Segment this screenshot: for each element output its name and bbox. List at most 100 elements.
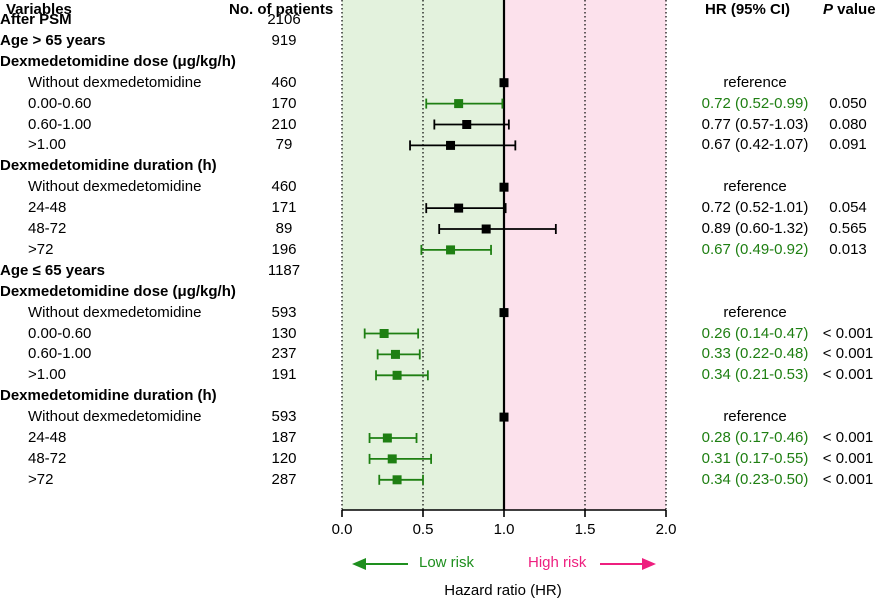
hr-point — [390, 349, 400, 359]
patient-count: 919 — [271, 31, 297, 49]
p-value: < 0.001 — [822, 324, 874, 342]
forest-row: Dexmedetomidine duration (h) — [0, 156, 886, 176]
patient-count: 130 — [271, 324, 297, 342]
patient-count: 196 — [271, 240, 297, 258]
hr-ci-value: 0.28 (0.17-0.46) — [701, 429, 809, 446]
section-label: Dexmedetomidine dose (μg/kg/h) — [0, 282, 236, 300]
group-label: Age > 65 years — [0, 31, 106, 49]
forest-row: Age > 65 years 919 — [0, 31, 886, 51]
p-value: 0.091 — [829, 136, 867, 154]
low-risk-label: Low risk — [419, 554, 475, 571]
patient-count: 191 — [271, 366, 297, 384]
hr-ci-value: 0.31 (0.17-0.55) — [701, 449, 809, 467]
hr-point — [392, 370, 402, 380]
header-hr: HR (95% CI) — [705, 1, 791, 18]
p-value: 0.013 — [829, 240, 867, 258]
p-value: < 0.001 — [822, 470, 874, 488]
hr-point — [382, 433, 392, 443]
forest-row: Dexmedetomidine dose (μg/kg/h) — [0, 282, 886, 302]
patient-count: 170 — [271, 94, 297, 112]
patient-count: 460 — [271, 73, 297, 91]
hr-point — [499, 412, 509, 422]
hr-ci-value: reference — [723, 408, 787, 426]
subgroup-label: 48-72 — [28, 449, 67, 467]
hr-ci-value: 0.72 (0.52-1.01) — [701, 199, 809, 217]
p-value: < 0.001 — [822, 345, 874, 363]
hr-point — [446, 140, 456, 150]
hr-ci-value: 0.67 (0.49-0.92) — [701, 240, 809, 258]
patient-count: 593 — [271, 303, 297, 321]
hr-point — [446, 245, 456, 255]
forest-row: Dexmedetomidine duration (h) — [0, 386, 886, 406]
hr-point — [454, 203, 464, 213]
hr-point — [392, 475, 402, 485]
forest-row: >72 196 0.67 (0.49-0.92) 0.013 — [0, 240, 886, 260]
header-patients: No. of patients — [229, 1, 334, 18]
hr-ci-value: reference — [723, 303, 787, 321]
subgroup-label: 0.60-1.00 — [28, 115, 92, 133]
high-risk-label: High risk — [528, 554, 587, 571]
patient-count: 171 — [271, 199, 297, 217]
hr-point — [462, 120, 472, 129]
p-value: < 0.001 — [822, 449, 874, 467]
header-p-suffix: value — [833, 1, 876, 18]
hr-point — [379, 329, 389, 338]
subgroup-label: 24-48 — [28, 199, 67, 217]
patient-count: 187 — [271, 429, 297, 446]
p-value: 0.080 — [829, 115, 867, 133]
forest-row: 0.00-0.60 170 0.72 (0.52-0.99) 0.050 — [0, 94, 886, 114]
hr-point — [499, 78, 509, 88]
forest-row: Without dexmedetomidine 593 reference — [0, 407, 886, 427]
hr-ci-value: 0.67 (0.42-1.07) — [701, 136, 809, 154]
forest-row: 48-72 89 0.89 (0.60-1.32) 0.565 — [0, 219, 886, 239]
subgroup-label: >1.00 — [28, 136, 66, 154]
hr-ci-value: 0.26 (0.14-0.47) — [701, 324, 809, 342]
forest-row: >1.00 79 0.67 (0.42-1.07) 0.091 — [0, 135, 886, 155]
p-value: 0.565 — [829, 220, 867, 237]
header-p-value: P value — [823, 0, 876, 20]
hr-ci-value: 0.34 (0.21-0.53) — [701, 366, 809, 384]
subgroup-label: Without dexmedetomidine — [28, 408, 202, 426]
forest-row: 24-48 187 0.28 (0.17-0.46) < 0.001 — [0, 428, 886, 448]
forest-row: Without dexmedetomidine 460 reference — [0, 73, 886, 93]
p-value: < 0.001 — [822, 429, 874, 446]
patient-count: 460 — [271, 178, 297, 196]
x-axis-title: Hazard ratio (HR) — [444, 582, 562, 599]
forest-row: >72 287 0.34 (0.23-0.50) < 0.001 — [0, 470, 886, 490]
subgroup-label: >72 — [28, 240, 54, 258]
hr-ci-value: reference — [723, 73, 787, 91]
hr-point — [499, 308, 509, 318]
hr-ci-value: 0.89 (0.60-1.32) — [701, 220, 809, 237]
patient-count: 2106 — [267, 11, 301, 28]
subgroup-label: 0.00-0.60 — [28, 94, 92, 112]
x-tick-label: 0.5 — [412, 521, 434, 538]
forest-row: 48-72 120 0.31 (0.17-0.55) < 0.001 — [0, 449, 886, 469]
patient-count: 79 — [275, 136, 293, 154]
forest-row: 0.60-1.00 210 0.77 (0.57-1.03) 0.080 — [0, 115, 886, 135]
section-label: Dexmedetomidine duration (h) — [0, 157, 217, 175]
forest-row: Age ≤ 65 years 1187 — [0, 261, 886, 281]
patient-count: 593 — [271, 408, 297, 426]
x-tick-label: 1.5 — [574, 521, 596, 538]
x-tick-label: 1.0 — [493, 521, 515, 538]
forest-row: >1.00 191 0.34 (0.21-0.53) < 0.001 — [0, 365, 886, 385]
subgroup-label: Without dexmedetomidine — [28, 303, 202, 321]
header-variables: Variables — [6, 1, 72, 18]
patient-count: 237 — [271, 345, 297, 363]
section-label: Dexmedetomidine duration (h) — [0, 387, 217, 405]
hr-ci-value: 0.72 (0.52-0.99) — [701, 94, 809, 112]
high-risk-arrowhead — [642, 558, 656, 570]
subgroup-label: Without dexmedetomidine — [28, 178, 202, 196]
group-label: Age ≤ 65 years — [0, 261, 105, 279]
hr-ci-value: 0.77 (0.57-1.03) — [701, 115, 809, 133]
forest-row: After PSM 2106 — [0, 10, 886, 30]
low-risk-arrowhead — [352, 558, 366, 570]
forest-row: Without dexmedetomidine 460 reference — [0, 177, 886, 197]
hr-ci-value: 0.33 (0.22-0.48) — [701, 345, 809, 363]
patient-count: 1187 — [267, 261, 301, 279]
subgroup-label: 48-72 — [28, 220, 67, 237]
p-value: 0.050 — [829, 94, 867, 112]
hr-ci-value: reference — [723, 178, 787, 196]
forest-row: 24-48 171 0.72 (0.52-1.01) 0.054 — [0, 198, 886, 218]
